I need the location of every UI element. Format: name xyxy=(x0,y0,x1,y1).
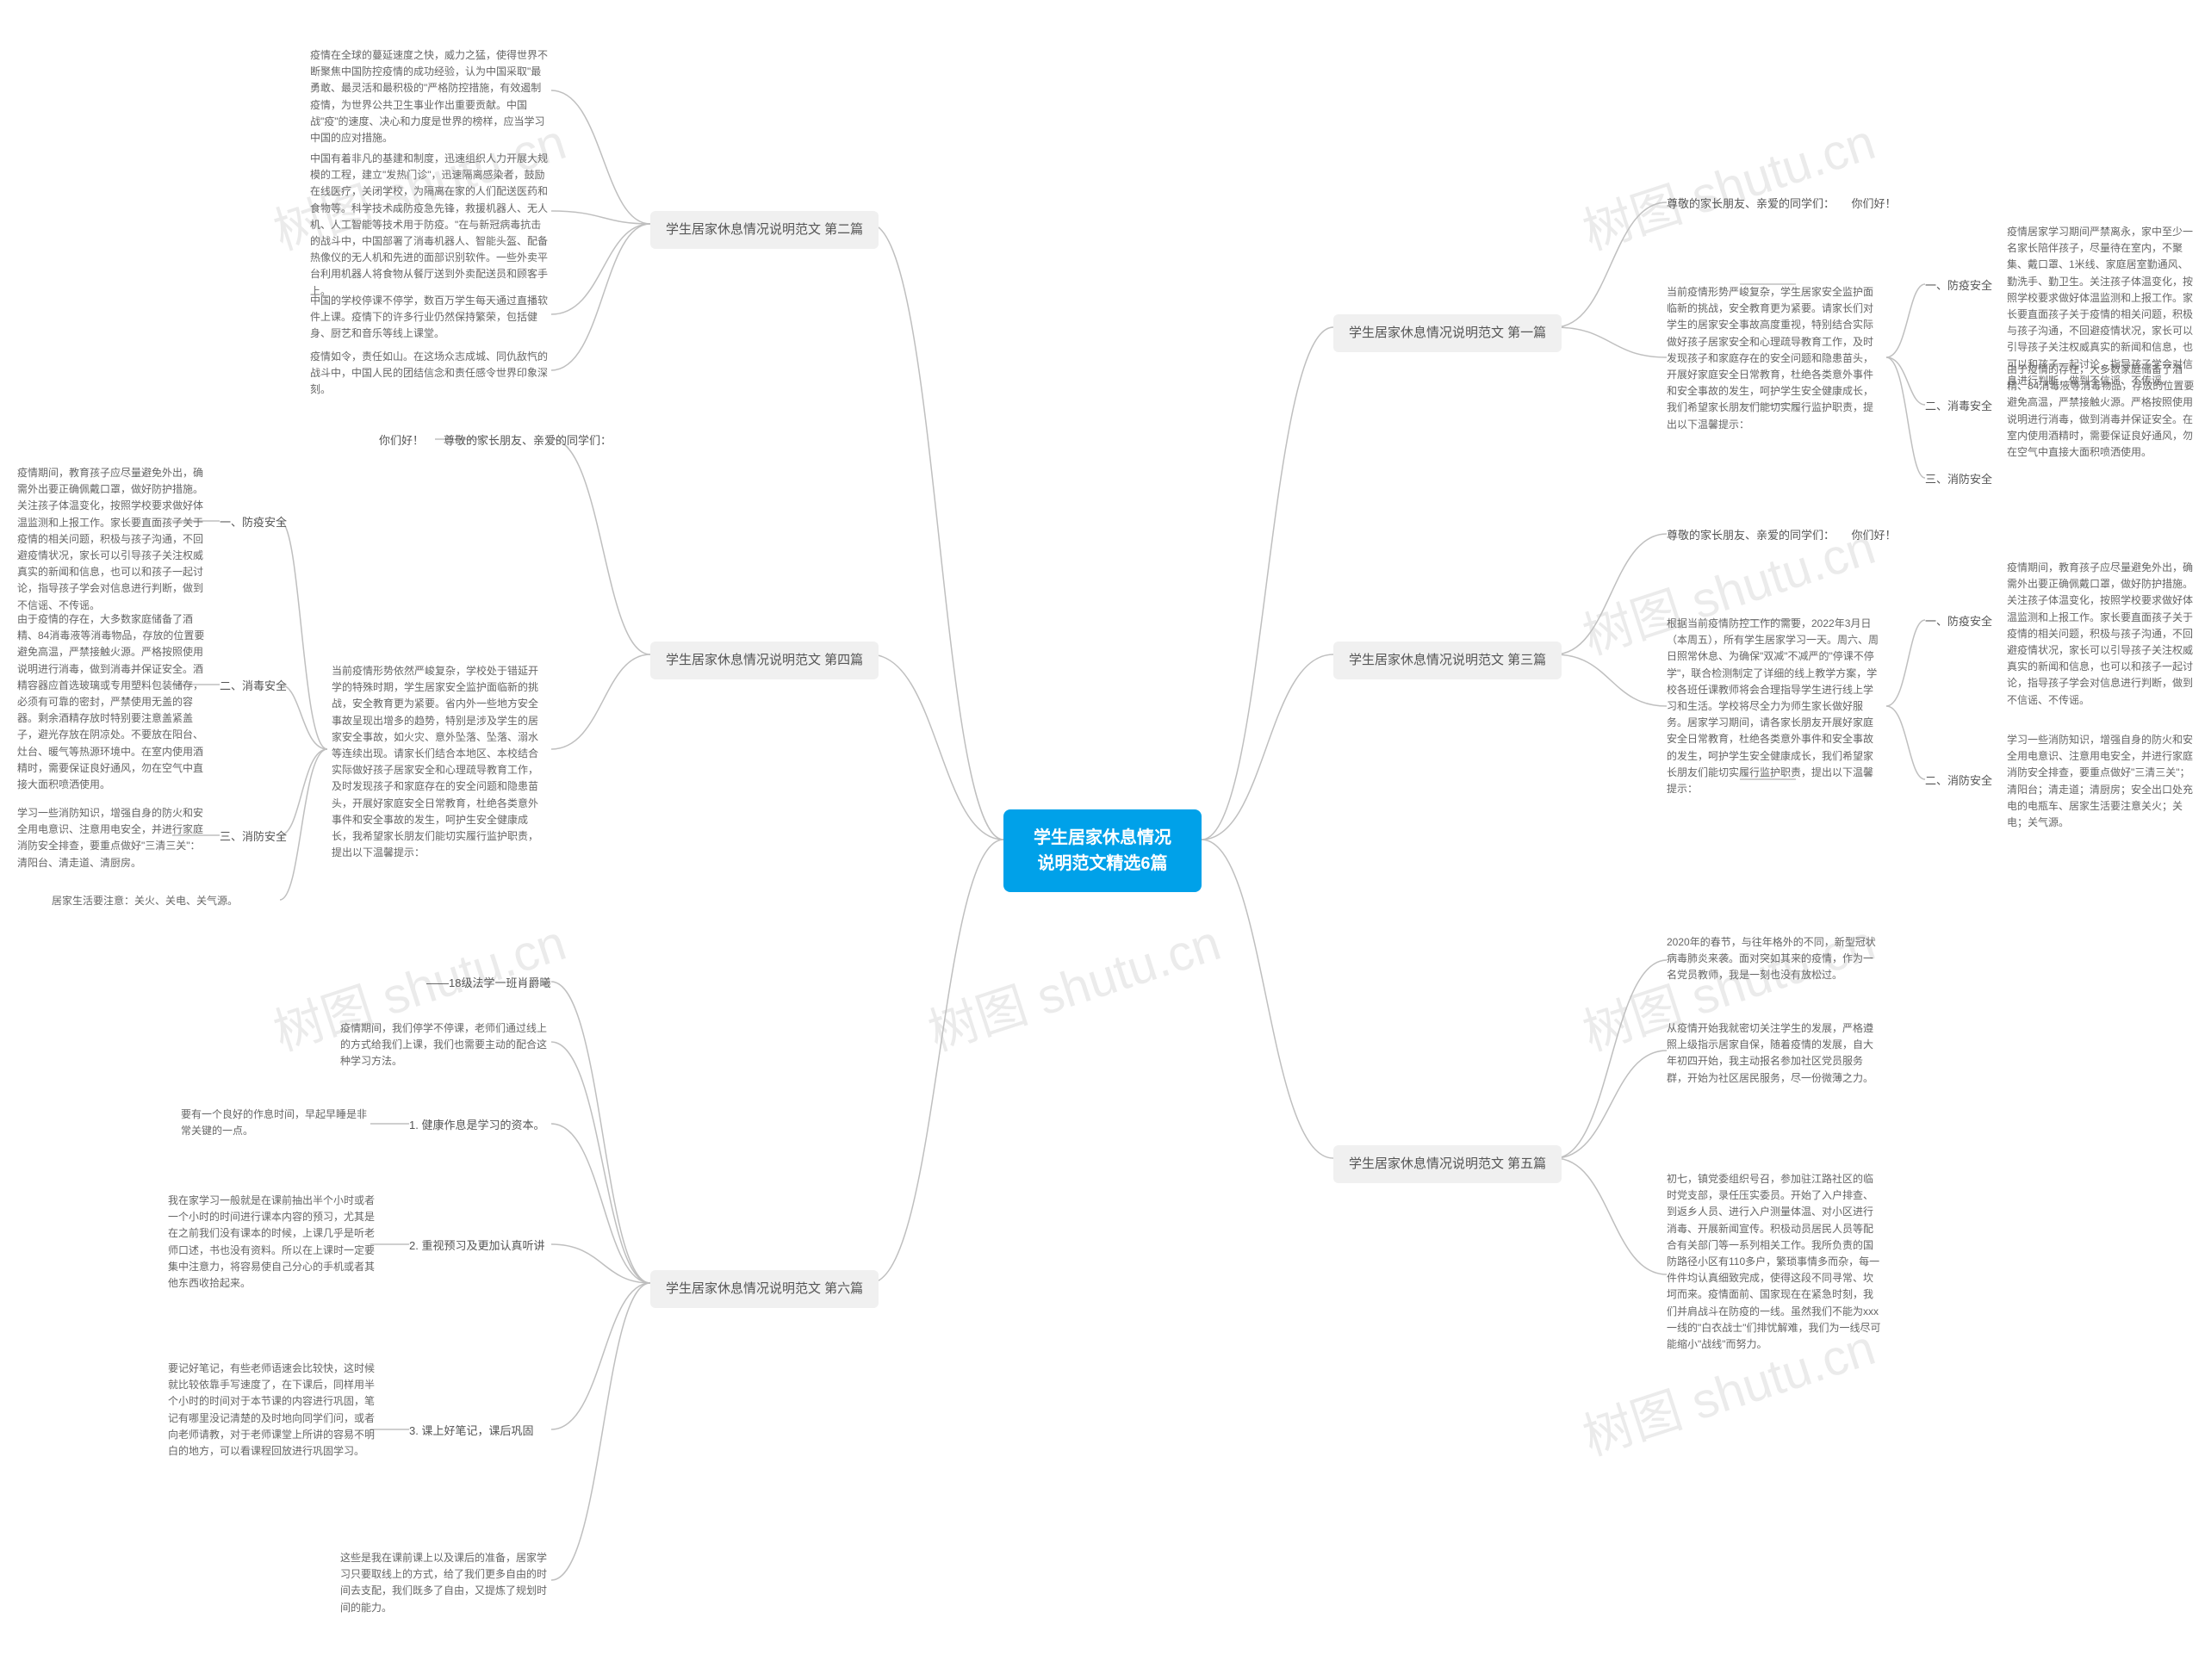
b4-item1-text: 疫情期间，教育孩子应尽量避免外出，确需外出要正确佩戴口罩，做好防护措施。关注孩子… xyxy=(17,465,207,614)
branch-3: 学生居家休息情况说明范文 第三篇 xyxy=(1333,642,1562,679)
b3-greeting: 尊敬的家长朋友、亲爱的同学们： 你们好！ xyxy=(1667,527,1897,545)
watermark: 树图 shutu.cn xyxy=(918,902,1228,1064)
b6-closing: 这些是我在课前课上以及课后的准备，居家学习只要取线上的方式，给了我们更多自由的时… xyxy=(340,1550,547,1616)
b6-header: ——18级法学一班肖爵曦 xyxy=(426,975,550,993)
center-node: 学生居家休息情况说明范文精选6篇 xyxy=(1003,809,1202,892)
mindmap-canvas: 树图 shutu.cn 树图 shutu.cn 树图 shutu.cn 树图 s… xyxy=(0,0,2205,1680)
branch-6: 学生居家休息情况说明范文 第六篇 xyxy=(650,1270,879,1308)
branch-4: 学生居家休息情况说明范文 第四篇 xyxy=(650,642,879,679)
branch-5: 学生居家休息情况说明范文 第五篇 xyxy=(1333,1145,1562,1183)
b2-p3: 中国的学校停课不停学，数百万学生每天通过直播软件上课。疫情下的许多行业仍然保持繁… xyxy=(310,293,551,343)
b1-intro: 当前疫情形势严峻复杂，学生居家安全监护面临新的挑战，安全教育更为紧要。请家长们对… xyxy=(1667,284,1882,433)
b3-item1-text: 疫情期间，教育孩子应尽量避免外出，确需外出要正确佩戴口罩，做好防护措施。关注孩子… xyxy=(2007,560,2196,709)
b1-item2-text: 由于疫情的存在，大多数家庭储备了酒精、84消毒液等消毒物品，存放的位置要避免高温… xyxy=(2007,362,2196,461)
b2-p1: 疫情在全球的蔓延速度之快，威力之猛，使得世界不断聚焦中国防控疫情的成功经验，认为… xyxy=(310,47,551,146)
b6-item2-label: 2. 重视预习及更加认真听讲 xyxy=(409,1237,544,1255)
b4-item2-text: 由于疫情的存在，大多数家庭储备了酒精、84消毒液等消毒物品，存放的位置要避免高温… xyxy=(17,611,207,793)
b4-item2-label: 二、消毒安全 xyxy=(220,678,287,696)
b4-intro: 当前疫情形势依然严峻复杂，学校处于错延开学的特殊时期，学生居家安全监护面临新的挑… xyxy=(332,663,547,861)
b6-intro: 疫情期间，我们停学不停课，老师们通过线上的方式给我们上课，我们也需要主动的配合这… xyxy=(340,1020,547,1070)
b1-greeting: 尊敬的家长朋友、亲爱的同学们： 你们好！ xyxy=(1667,195,1897,214)
b3-item2-text: 学习一些消防知识，增强自身的防火和安全用电意识、注意用电安全，并进行家庭消防安全… xyxy=(2007,732,2196,831)
b6-item3-text: 要记好笔记，有些老师语速会比较快，这时候就比较依靠手写速度了，在下课后，同样用半… xyxy=(168,1361,375,1460)
branch-2: 学生居家休息情况说明范文 第二篇 xyxy=(650,211,879,249)
b3-item2-label: 二、消防安全 xyxy=(1925,772,1992,790)
b5-p2: 从疫情开始我就密切关注学生的发展，严格遵照上级指示居家自保，随着疫情的发展，自大… xyxy=(1667,1020,1882,1087)
b6-item1-text: 要有一个良好的作息时间，早起早睡是非常关键的一点。 xyxy=(181,1107,370,1139)
b4-item4-text: 居家生活要注意：关火、关电、关气源。 xyxy=(52,893,238,909)
b3-item1-label: 一、防疫安全 xyxy=(1925,613,1992,631)
b5-p1: 2020年的春节，与往年格外的不同，新型冠状病毒肺炎来袭。面对突如其来的疫情，作… xyxy=(1667,934,1882,984)
b2-p4: 疫情如令，责任如山。在这场众志成城、同仇敌忾的战斗中，中国人民的团结信念和责任感… xyxy=(310,349,551,399)
b1-item2-label: 二、消毒安全 xyxy=(1925,398,1992,416)
b4-item3-label: 三、消防安全 xyxy=(220,828,287,846)
b6-item2-text: 我在家学习一般就是在课前抽出半个小时或者一个小时的时间进行课本内容的预习，尤其是… xyxy=(168,1193,375,1292)
b4-item3-text: 学习一些消防知识，增强自身的防火和安全用电意识、注意用电安全，并进行家庭消防安全… xyxy=(17,805,207,871)
b1-item3-label: 三、消防安全 xyxy=(1925,471,1992,489)
b4-item1-label: 一、防疫安全 xyxy=(220,514,287,532)
b5-p3: 初七，镇党委组织号召，参加驻江路社区的临时党支部，录任压实委员。开始了入户排查、… xyxy=(1667,1171,1882,1353)
watermark: 树图 shutu.cn xyxy=(1573,102,1883,263)
b1-item1-label: 一、防疫安全 xyxy=(1925,277,1992,295)
b4-greet-right: 尊敬的家长朋友、亲爱的同学们： xyxy=(444,432,612,450)
branch-1: 学生居家休息情况说明范文 第一篇 xyxy=(1333,314,1562,352)
b6-item1-label: 1. 健康作息是学习的资本。 xyxy=(409,1117,544,1135)
b4-greet-left: 你们好！ xyxy=(379,432,424,450)
b3-intro: 根据当前疫情防控工作的需要，2022年3月日（本周五），所有学生居家学习一天。周… xyxy=(1667,616,1882,797)
b2-p2: 中国有着非凡的基建和制度，迅速组织人力开展大规模的工程，建立"发热门诊"，迅速隔… xyxy=(310,151,551,300)
b6-item3-label: 3. 课上好笔记，课后巩固 xyxy=(409,1423,533,1441)
